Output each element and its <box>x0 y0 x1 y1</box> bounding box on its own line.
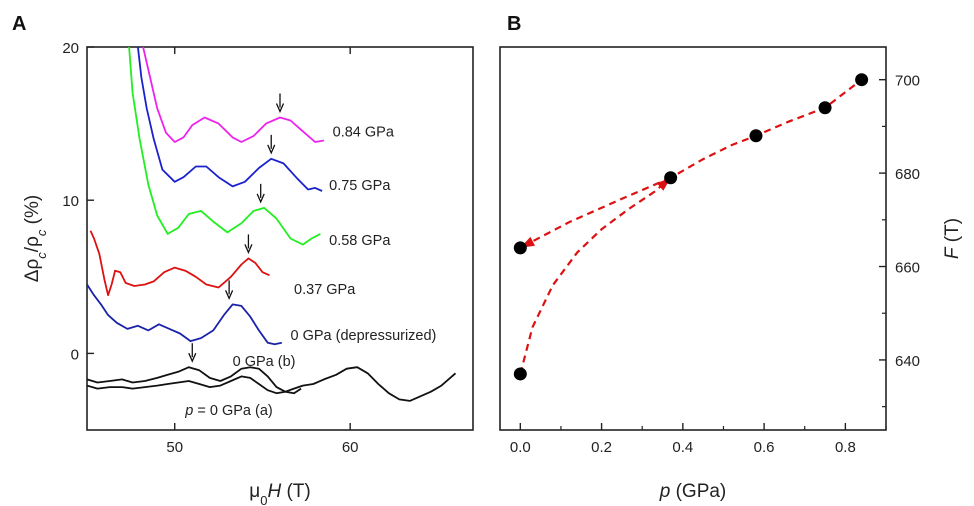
series-line-0-gpa-b <box>87 366 302 395</box>
x-axis-label: μ0H (T) <box>249 481 310 506</box>
dashed-curve-pressurizing <box>519 78 863 375</box>
curve-label-p-0-gpa-a: p = 0 GPa (a) <box>184 403 272 419</box>
series-line-0-75-gpa <box>137 47 323 192</box>
peak-arrow-head <box>244 244 253 255</box>
data-point <box>513 367 527 381</box>
data-point <box>818 101 832 115</box>
x-axis-label: p (GPa) <box>659 481 727 502</box>
x-tick-label: 60 <box>342 439 359 456</box>
x-tick-label: 0.6 <box>754 439 775 456</box>
curve-label-0-gpa-b: 0 GPa (b) <box>233 354 296 370</box>
series-line-0-58-gpa <box>128 47 321 246</box>
data-point <box>513 241 527 255</box>
panel-letter-a: A <box>12 13 26 35</box>
series-line-0-gpa-depressurized <box>87 284 282 346</box>
curve-label-0-58-gpa: 0.58 GPa <box>329 233 391 249</box>
plot-frame <box>86 46 474 431</box>
peak-arrow-head <box>256 193 265 204</box>
series-line-p-0-gpa-a <box>87 366 457 402</box>
dashed-curve-depressurizing <box>519 176 672 249</box>
curve-label-0-37-gpa: 0.37 GPa <box>294 282 356 298</box>
x-tick-label: 0.4 <box>672 439 693 456</box>
curve-label-0-84-gpa: 0.84 GPa <box>333 124 395 140</box>
y-tick-label: 680 <box>895 166 920 183</box>
panel-b: 0.0 0.2 0.4 0.6 0.8 640 660 680 700 p (GPa) F (T) <box>499 46 963 502</box>
peak-arrow-head <box>267 144 276 155</box>
y-axis-label: Δρc/ρc (%) <box>22 195 49 282</box>
data-point <box>664 171 678 185</box>
peak-arrow-head <box>275 103 285 114</box>
y-tick-label: 10 <box>62 193 79 210</box>
series-line-0-84-gpa <box>142 47 325 143</box>
panel-letter-b: B <box>507 13 521 35</box>
plot-frame <box>499 46 887 431</box>
data-point <box>749 129 763 143</box>
x-tick-label: 0.0 <box>510 439 531 456</box>
y-axis-label: F (T) <box>942 218 963 259</box>
x-tick-label: 0.2 <box>591 439 612 456</box>
x-tick-label: 0.8 <box>835 439 856 456</box>
y-tick-label: 660 <box>895 260 920 277</box>
peak-arrow-head <box>225 290 234 300</box>
series-line-0-37-gpa <box>89 230 270 297</box>
y-tick-label: 20 <box>62 40 79 57</box>
x-tick-label: 50 <box>166 439 183 456</box>
panel-a: 50 60 0 10 20 μ0H (T) Δρc/ρc (%) 0.84 GPa 0.75 G… <box>22 40 474 506</box>
curve-label-0-75-gpa: 0.75 GPa <box>329 178 391 194</box>
y-tick-label: 640 <box>895 353 920 370</box>
data-point <box>855 73 869 87</box>
curve-label-0-gpa-depressurized: 0 GPa (depressurized) <box>291 328 437 344</box>
y-tick-label: 700 <box>895 73 920 90</box>
y-tick-label: 0 <box>71 346 79 363</box>
peak-arrow-head <box>188 352 197 363</box>
